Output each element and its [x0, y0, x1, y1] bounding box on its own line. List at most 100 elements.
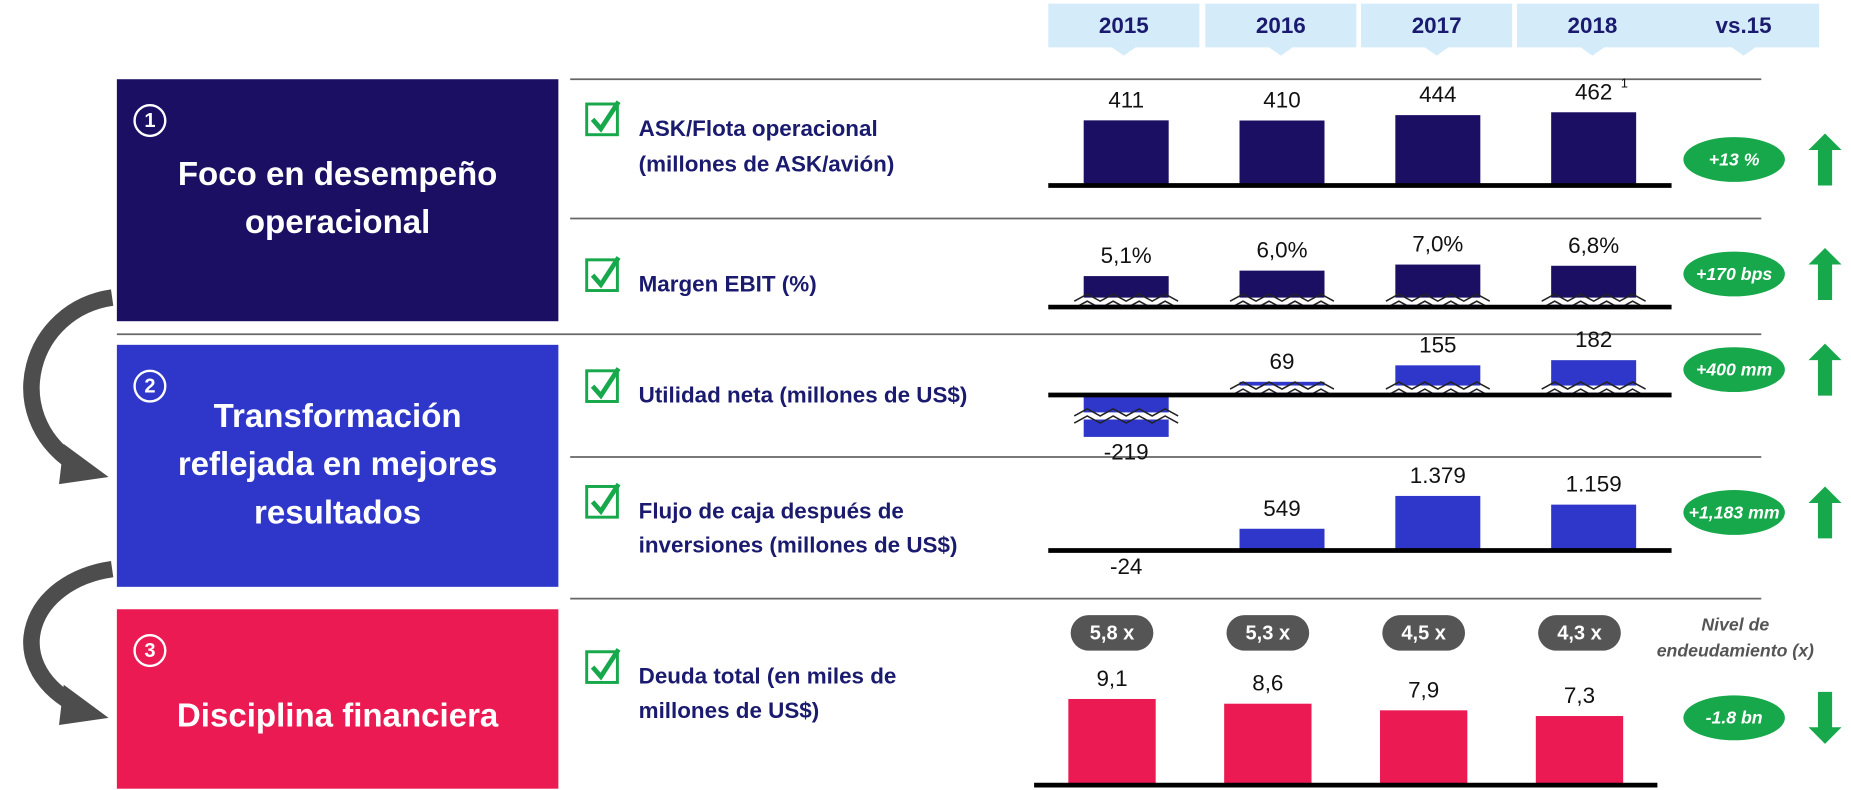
metric-label: Utilidad neta (millones de US$): [639, 383, 968, 408]
arrow-head: [59, 443, 109, 485]
section-number: 1: [144, 110, 155, 132]
metric-label: Margen EBIT (%): [639, 272, 817, 297]
flow-arrow: [23, 289, 114, 470]
change-value: +170 bps: [1696, 264, 1772, 284]
bar: [1551, 504, 1637, 551]
value-label: 7,3: [1564, 683, 1595, 708]
axis-break: [1541, 381, 1646, 390]
value-label: 7,9: [1408, 677, 1439, 702]
metric-label: inversiones (millones de US$): [639, 533, 958, 558]
bar: [1068, 698, 1156, 786]
bar: [1224, 703, 1312, 786]
flow-arrows: [23, 289, 114, 711]
header-label: 2017: [1412, 13, 1462, 38]
value-label: 5,1%: [1101, 243, 1152, 268]
checkmark: [590, 100, 621, 133]
header-tab: [1205, 3, 1357, 56]
value-label: 462: [1575, 79, 1612, 104]
section-number-circle: [133, 634, 167, 668]
section-box: [116, 344, 559, 587]
leverage-value: 5,8 x: [1090, 622, 1135, 644]
value-label: 410: [1263, 88, 1300, 113]
bar: [1535, 716, 1624, 786]
value-label: 1.159: [1566, 472, 1622, 497]
checkmark: [590, 648, 621, 681]
checkmark: [590, 367, 621, 400]
axis-break: [1385, 293, 1491, 303]
bar: [1395, 115, 1481, 186]
value-label: 7,0%: [1412, 232, 1463, 257]
section-number: 2: [144, 376, 155, 398]
section-title: Foco en desempeño: [178, 156, 498, 193]
value-label: 9,1: [1096, 666, 1127, 691]
metric-label: Deuda total (en miles de: [639, 664, 897, 689]
bar: [1083, 120, 1169, 186]
change-pill: [1683, 695, 1785, 741]
leverage-badge: [1070, 615, 1154, 651]
leverage-badge: [1382, 615, 1465, 651]
value-label: -24: [1110, 554, 1142, 579]
bar: [1395, 495, 1481, 551]
trend-arrow: [1808, 343, 1842, 396]
value-label: 6,0%: [1256, 238, 1307, 263]
bar: [1239, 120, 1325, 186]
header-label: 2018: [1568, 13, 1618, 38]
section-number: 3: [144, 640, 155, 662]
leverage-value: 4,3 x: [1557, 622, 1602, 644]
header-label: 2016: [1256, 13, 1306, 38]
section-number-circle: [133, 369, 167, 403]
section-title: resultados: [254, 495, 421, 532]
metric-label: Flujo de caja después de: [639, 498, 904, 523]
flow-arrow: [23, 560, 114, 711]
axis-break: [1385, 381, 1491, 390]
section-title: reflejada en mejores: [178, 446, 498, 483]
change-pill: [1683, 251, 1785, 297]
change-value: +400 mm: [1696, 359, 1772, 379]
axis-break: [1229, 381, 1335, 390]
change-value: +13 %: [1709, 149, 1760, 169]
trend-arrow: [1808, 486, 1842, 539]
bar: [1239, 528, 1325, 551]
metric-label: millones de US$): [639, 698, 820, 723]
change-pill: [1683, 137, 1785, 182]
value-label: 6,8%: [1568, 233, 1619, 258]
bar: [1551, 112, 1637, 186]
checkmark: [590, 482, 621, 516]
value-label: -219: [1104, 439, 1149, 464]
leverage-label: endeudamiento (x): [1657, 640, 1814, 660]
arrow-head: [59, 684, 109, 725]
axis-break: [1073, 293, 1179, 303]
change-value: -1.8 bn: [1706, 708, 1763, 728]
axis-break: [1229, 293, 1335, 303]
section-title: Transformación: [214, 398, 462, 435]
axis-break: [1073, 407, 1179, 417]
axis-break: [1073, 415, 1179, 424]
value-label: 155: [1419, 332, 1456, 357]
value-label: 8,6: [1252, 671, 1283, 696]
bar: [1379, 710, 1468, 786]
header-tab: [1516, 3, 1669, 56]
value-label: 182: [1575, 327, 1612, 352]
leverage-value: 5,3 x: [1246, 622, 1291, 644]
value-label: 549: [1263, 496, 1300, 521]
header-tab: [1361, 3, 1513, 56]
leverage-label: Nivel de: [1701, 614, 1769, 634]
leverage-badge: [1538, 615, 1621, 651]
section-number-circle: [133, 104, 167, 138]
change-pill: [1683, 490, 1785, 535]
leverage-badge: [1226, 615, 1310, 651]
leverage-value: 4,5 x: [1401, 622, 1446, 644]
checkmark: [590, 256, 621, 289]
trend-arrow: [1808, 133, 1842, 186]
trend-arrow: [1808, 691, 1842, 744]
metric-label: ASK/Flota operacional: [639, 116, 878, 141]
section-box: [116, 79, 559, 322]
change-pill: [1683, 347, 1785, 393]
trend-arrow: [1808, 248, 1842, 300]
change-value: +1,183 mm: [1689, 502, 1780, 522]
header-tab: [1668, 3, 1820, 56]
value-label: 1.379: [1410, 463, 1466, 488]
header-label: vs.15: [1716, 13, 1772, 38]
section-box: [116, 609, 559, 789]
section-title: operacional: [245, 204, 431, 241]
